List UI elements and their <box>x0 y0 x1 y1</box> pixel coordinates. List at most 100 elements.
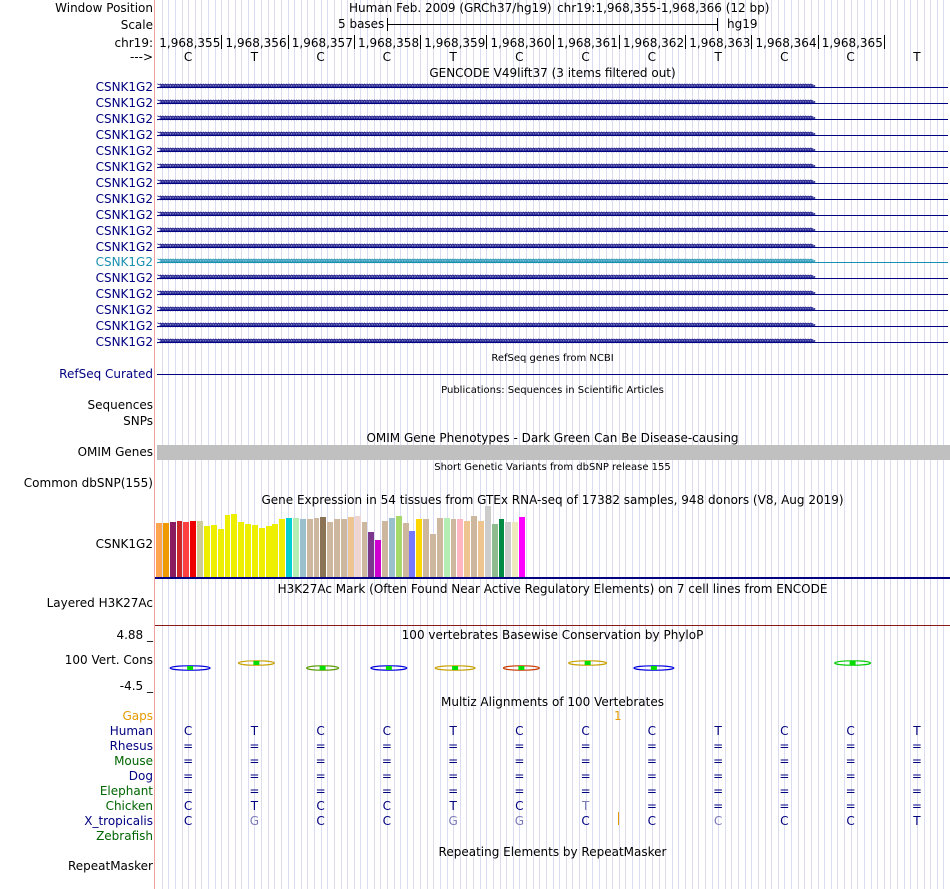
gtex-tissue-bar[interactable] <box>354 515 361 577</box>
gtex-tissue-bar[interactable] <box>334 519 341 577</box>
gtex-title[interactable]: Gene Expression in 54 tissues from GTEx … <box>261 493 844 507</box>
omim-feature[interactable] <box>157 445 950 460</box>
gencode-transcript-label[interactable]: CSNK1G2 <box>95 271 153 286</box>
gencode-transcript-label[interactable]: CSNK1G2 <box>95 143 153 158</box>
gtex-tissue-bar[interactable] <box>245 524 251 577</box>
gtex-tissue-bar[interactable] <box>340 518 347 577</box>
refseq-title[interactable]: RefSeq genes from NCBI <box>491 353 614 364</box>
publications-title[interactable]: Publications: Sequences in Scientific Ar… <box>441 385 664 396</box>
gtex-tissue-bar[interactable] <box>347 517 354 577</box>
gtex-tissue-bar[interactable] <box>197 520 204 577</box>
gtex-tissue-bar[interactable] <box>306 518 313 577</box>
gtex-tissue-bar[interactable] <box>368 531 375 577</box>
gtex-tissue-bar[interactable] <box>375 539 382 577</box>
gencode-transcript[interactable]: >>>>>>>>>>>>>>>>>>>>>>>>>>>>>>>>>>>>>>>>… <box>157 289 816 300</box>
species-label[interactable]: Elephant <box>99 784 153 798</box>
publications-label-sequences[interactable]: Sequences <box>87 398 153 412</box>
gencode-transcript[interactable]: >>>>>>>>>>>>>>>>>>>>>>>>>>>>>>>>>>>>>>>>… <box>157 82 816 92</box>
species-label[interactable]: Mouse <box>114 754 153 768</box>
gtex-tissue-bar[interactable] <box>464 520 471 577</box>
coordinate-label[interactable]: 1,968,358 <box>358 36 420 50</box>
gtex-tissue-bar[interactable] <box>251 524 258 577</box>
gtex-tissue-bar[interactable] <box>231 513 238 577</box>
coordinate-label[interactable]: 1,968,359 <box>424 36 486 50</box>
species-label[interactable]: Chicken <box>105 799 153 813</box>
conservation-label[interactable]: 100 Vert. Cons <box>64 653 153 667</box>
species-label[interactable]: Dog <box>128 769 153 783</box>
gencode-transcript-label[interactable]: CSNK1G2 <box>95 159 153 174</box>
conservation-plot[interactable] <box>155 655 950 680</box>
gtex-tissue-bar[interactable] <box>313 518 320 577</box>
gencode-transcript[interactable]: >>>>>>>>>>>>>>>>>>>>>>>>>>>>>>>>>>>>>>>>… <box>157 161 816 172</box>
coordinate-label[interactable]: 1,968,361 <box>556 36 618 50</box>
gtex-tissue-bar[interactable] <box>512 521 519 577</box>
coordinate-label[interactable]: 1,968,357 <box>291 36 353 50</box>
gtex-tissue-bar[interactable] <box>402 523 409 577</box>
gencode-transcript-label[interactable]: CSNK1G2 <box>95 303 153 318</box>
species-label[interactable]: X_tropicalis <box>84 814 153 828</box>
gencode-transcript-label[interactable]: CSNK1G2 <box>95 239 153 254</box>
gencode-transcript[interactable]: >>>>>>>>>>>>>>>>>>>>>>>>>>>>>>>>>>>>>>>>… <box>157 337 816 348</box>
gencode-transcript-label[interactable]: CSNK1G2 <box>95 319 153 334</box>
gtex-tissue-bar[interactable] <box>484 505 491 577</box>
gtex-tissue-bar[interactable] <box>183 521 190 577</box>
gtex-tissue-bar[interactable] <box>430 533 436 577</box>
gencode-transcript[interactable]: >>>>>>>>>>>>>>>>>>>>>>>>>>>>>>>>>>>>>>>>… <box>157 129 816 140</box>
gencode-title[interactable]: GENCODE V49lift37 (3 items filtered out) <box>429 66 676 80</box>
coordinate-label[interactable]: 1,968,363 <box>689 36 751 50</box>
gtex-tissue-bar[interactable] <box>176 520 183 577</box>
gtex-tissue-bar[interactable] <box>409 530 416 577</box>
gtex-tissue-bar[interactable] <box>505 521 512 577</box>
gencode-transcript[interactable]: >>>>>>>>>>>>>>>>>>>>>>>>>>>>>>>>>>>>>>>>… <box>157 97 816 108</box>
gtex-tissue-bar[interactable] <box>491 523 498 577</box>
window-position[interactable]: chr19:1,968,355-1,968,366 (12 bp) <box>557 1 770 15</box>
gtex-tissue-bar[interactable] <box>498 519 505 577</box>
gtex-tissue-bar[interactable] <box>258 528 265 577</box>
gencode-transcript[interactable]: >>>>>>>>>>>>>>>>>>>>>>>>>>>>>>>>>>>>>>>>… <box>157 273 816 284</box>
gencode-transcript[interactable]: >>>>>>>>>>>>>>>>>>>>>>>>>>>>>>>>>>>>>>>>… <box>157 225 816 236</box>
gencode-transcript-label[interactable]: CSNK1G2 <box>95 191 153 206</box>
gtex-bar-chart[interactable] <box>155 505 950 577</box>
species-label[interactable]: Zebrafish <box>96 829 153 843</box>
gencode-transcript-label[interactable]: CSNK1G2 <box>95 175 153 190</box>
gencode-transcript-label[interactable]: CSNK1G2 <box>95 80 153 94</box>
gencode-transcript-label[interactable]: CSNK1G2 <box>95 223 153 238</box>
gencode-transcript-label[interactable]: CSNK1G2 <box>95 335 153 350</box>
gtex-tissue-bar[interactable] <box>320 517 327 577</box>
omim-title[interactable]: OMIM Gene Phenotypes - Dark Green Can Be… <box>366 431 739 445</box>
gtex-label[interactable]: CSNK1G2 <box>95 537 153 551</box>
gtex-tissue-bar[interactable] <box>293 518 299 577</box>
gencode-transcript-label[interactable]: CSNK1G2 <box>95 95 153 110</box>
gtex-tissue-bar[interactable] <box>162 523 169 577</box>
gtex-tissue-bar[interactable] <box>156 523 162 577</box>
gtex-tissue-bar[interactable] <box>471 516 478 577</box>
gencode-transcript[interactable]: >>>>>>>>>>>>>>>>>>>>>>>>>>>>>>>>>>>>>>>>… <box>157 257 816 268</box>
gencode-transcript-label[interactable]: CSNK1G2 <box>95 287 153 302</box>
repeatmasker-title[interactable]: Repeating Elements by RepeatMasker <box>438 845 667 859</box>
gtex-tissue-bar[interactable] <box>450 519 457 577</box>
gencode-transcript-label[interactable]: CSNK1G2 <box>95 207 153 222</box>
gtex-tissue-bar[interactable] <box>519 517 525 577</box>
gtex-tissue-bar[interactable] <box>327 521 334 577</box>
h3k27ac-title[interactable]: H3K27Ac Mark (Often Found Near Active Re… <box>277 582 828 596</box>
gtex-tissue-bar[interactable] <box>203 526 210 577</box>
species-label[interactable]: Rhesus <box>109 739 153 753</box>
gtex-tissue-bar[interactable] <box>416 519 423 577</box>
gtex-tissue-bar[interactable] <box>388 518 395 577</box>
dbsnp-label[interactable]: Common dbSNP(155) <box>23 476 153 490</box>
gencode-transcript[interactable]: >>>>>>>>>>>>>>>>>>>>>>>>>>>>>>>>>>>>>>>>… <box>157 305 816 316</box>
gaps-label[interactable]: Gaps <box>122 709 153 723</box>
repeatmasker-label[interactable]: RepeatMasker <box>67 859 153 873</box>
gtex-tissue-bar[interactable] <box>169 521 176 577</box>
refseq-label[interactable]: RefSeq Curated <box>59 367 153 381</box>
dbsnp-title[interactable]: Short Genetic Variants from dbSNP releas… <box>434 462 671 473</box>
gtex-tissue-bar[interactable] <box>361 521 368 577</box>
gtex-tissue-bar[interactable] <box>238 521 245 577</box>
gtex-tissue-bar[interactable] <box>299 518 306 577</box>
gtex-tissue-bar[interactable] <box>382 520 388 577</box>
coordinate-label[interactable]: 1,968,365 <box>821 36 883 50</box>
gencode-transcript[interactable]: >>>>>>>>>>>>>>>>>>>>>>>>>>>>>>>>>>>>>>>>… <box>157 321 816 332</box>
gencode-transcript[interactable]: >>>>>>>>>>>>>>>>>>>>>>>>>>>>>>>>>>>>>>>>… <box>157 209 816 220</box>
gencode-transcript-label[interactable]: CSNK1G2 <box>95 111 153 126</box>
gtex-tissue-bar[interactable] <box>477 520 484 577</box>
